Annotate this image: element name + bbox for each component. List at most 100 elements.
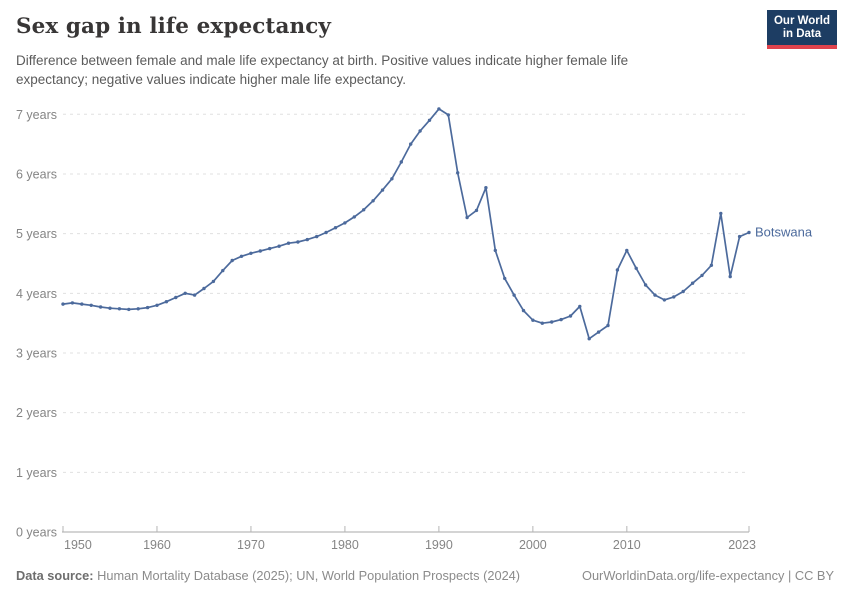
data-point (258, 249, 262, 253)
data-point (343, 221, 347, 225)
data-point (550, 320, 554, 324)
data-point (239, 254, 244, 258)
data-point (70, 301, 75, 305)
data-point (136, 307, 140, 311)
x-axis-label: 2023 (728, 538, 756, 552)
data-point (672, 295, 676, 299)
data-point (117, 307, 122, 311)
x-axis-label: 1950 (64, 538, 92, 552)
data-point (681, 289, 685, 294)
data-point (155, 303, 159, 307)
data-point (277, 244, 281, 248)
data-point (390, 177, 394, 181)
data-point (493, 248, 497, 253)
data-point (446, 113, 450, 117)
data-point (559, 317, 563, 322)
data-point (634, 266, 638, 270)
y-axis-label: 1 years (16, 466, 57, 480)
data-point (737, 234, 742, 239)
x-axis-label: 2000 (519, 538, 547, 552)
data-point (221, 268, 225, 273)
data-source-label: Data source: (16, 568, 94, 583)
data-point (399, 160, 403, 164)
data-point (728, 274, 732, 279)
data-point (211, 279, 216, 284)
data-point (587, 337, 591, 341)
footer-link[interactable]: OurWorldinData.org/life-expectancy | CC … (581, 568, 834, 583)
data-point (643, 283, 648, 287)
data-point (296, 240, 300, 244)
chart-subtitle-line1: Difference between female and male life … (16, 53, 629, 68)
data-point (719, 211, 723, 216)
data-point (503, 276, 507, 281)
data-point (427, 118, 432, 123)
data-point (615, 268, 620, 272)
data-point (183, 291, 187, 295)
data-point (192, 293, 197, 297)
y-axis-label: 5 years (16, 227, 57, 241)
data-point (465, 215, 469, 220)
data-point (286, 241, 291, 245)
data-point (315, 234, 319, 239)
data-point (606, 323, 610, 328)
data-point (164, 300, 169, 304)
y-axis-label: 0 years (16, 526, 57, 540)
series-line (62, 108, 750, 340)
data-point (474, 208, 479, 213)
data-point (305, 237, 309, 242)
entity-label: Botswana (755, 224, 813, 239)
data-point (418, 129, 422, 133)
data-point (98, 305, 103, 309)
data-point (80, 302, 84, 306)
y-axis-label: 6 years (16, 167, 57, 181)
owid-logo-line1: Our World (773, 15, 830, 27)
data-point (249, 251, 253, 255)
x-axis-label: 1970 (237, 538, 265, 552)
data-source: Data source: Human Mortality Database (2… (16, 568, 520, 583)
data-point (127, 307, 131, 312)
owid-logo[interactable]: Our World in Data (766, 10, 837, 49)
y-axis-label: 7 years (16, 108, 57, 122)
data-point (268, 246, 272, 251)
data-point (89, 303, 93, 307)
data-point (230, 258, 234, 263)
x-axis-label: 2010 (613, 538, 641, 552)
data-point (174, 295, 178, 300)
data-point (578, 304, 582, 309)
x-axis-label: 1980 (331, 538, 359, 552)
data-point (371, 199, 375, 203)
data-point (324, 230, 328, 235)
data-point (145, 305, 150, 310)
data-point (653, 293, 657, 297)
data-point (380, 188, 385, 192)
data-point (521, 308, 526, 313)
data-point (202, 286, 206, 291)
data-point (625, 248, 629, 253)
data-point (484, 186, 488, 190)
data-point (709, 263, 714, 267)
data-point (409, 142, 413, 146)
data-point (333, 226, 338, 230)
data-point (61, 302, 65, 306)
data-point (596, 330, 601, 334)
data-point (540, 321, 544, 325)
data-point (512, 293, 516, 297)
data-point (662, 298, 667, 302)
y-axis-label: 3 years (16, 346, 57, 360)
data-point (747, 230, 751, 235)
data-point (456, 171, 460, 175)
data-point (568, 314, 573, 318)
chart-subtitle: Difference between female and male life … (16, 52, 716, 89)
data-point (362, 208, 366, 212)
data-point (531, 318, 535, 322)
data-point (108, 306, 112, 310)
data-point (700, 273, 704, 278)
owid-logo-line2: in Data (782, 28, 822, 40)
chart-footer: Data source: Human Mortality Database (2… (16, 568, 834, 583)
data-point (690, 281, 695, 285)
chart-subtitle-line2: expectancy; negative values indicate hig… (16, 71, 406, 87)
data-point (352, 215, 356, 219)
y-axis-label: 4 years (16, 287, 57, 301)
